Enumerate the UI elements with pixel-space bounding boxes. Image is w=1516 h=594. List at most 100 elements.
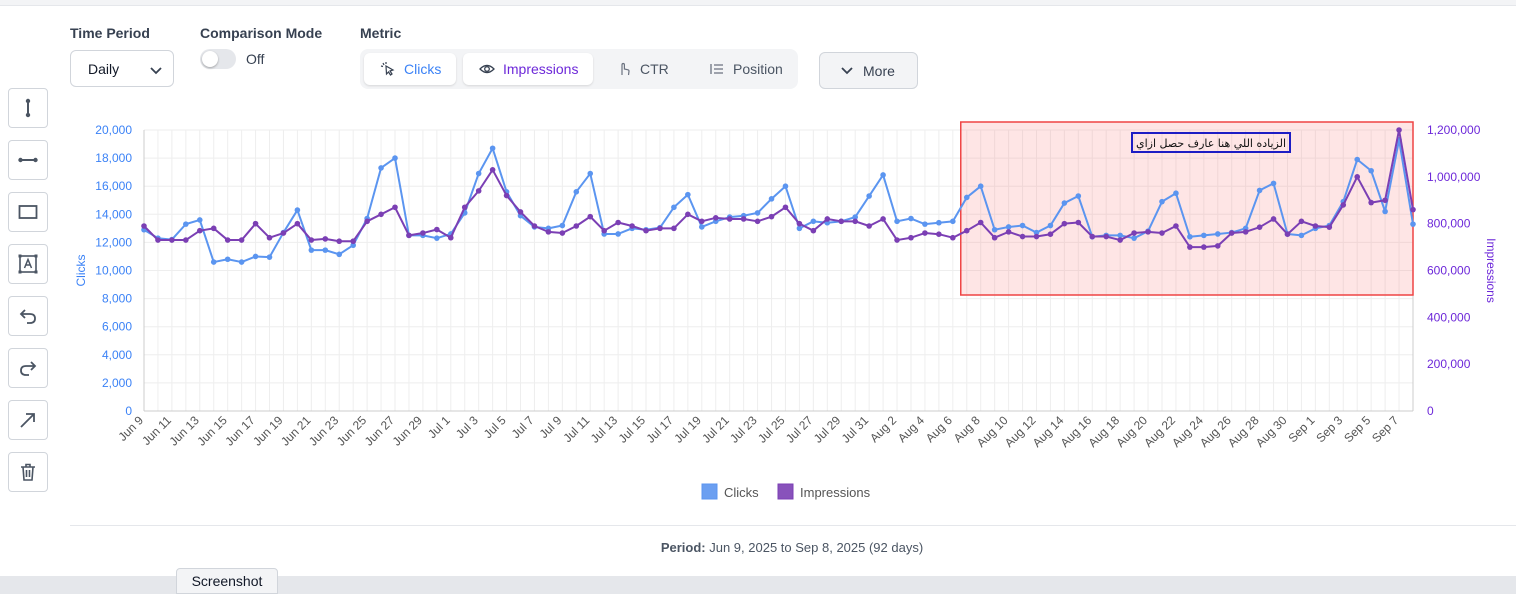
x-tick-label: Jul 27 [783, 413, 816, 446]
data-point-clicks [1214, 231, 1221, 237]
vertical-line-tool-icon [25, 98, 31, 118]
legend-label-clicks: Clicks [724, 485, 759, 500]
data-point-clicks [587, 170, 594, 177]
metric-ctr-button[interactable]: CTR [600, 53, 685, 85]
screenshot-tab[interactable]: Screenshot [176, 568, 278, 594]
data-point-clicks [782, 183, 789, 189]
y-left-tick-label: 20,000 [95, 123, 132, 137]
delete-icon [21, 463, 35, 481]
eye-icon [479, 64, 495, 74]
text-box-tool[interactable] [8, 244, 48, 284]
vertical-line-tool[interactable] [8, 88, 48, 128]
redo-icon [20, 361, 37, 376]
x-tick-label: Jul 7 [509, 413, 537, 441]
data-point-impressions [1019, 233, 1026, 240]
horizontal-line-tool-icon [18, 157, 38, 163]
data-point-impressions [183, 237, 189, 243]
data-point-clicks [350, 242, 356, 249]
data-point-impressions [1340, 202, 1347, 208]
rectangle-tool-icon [18, 205, 38, 219]
data-point-impressions [266, 234, 273, 241]
divider [70, 525, 1516, 526]
data-point-impressions [1047, 231, 1054, 238]
data-point-impressions [503, 192, 510, 199]
data-point-impressions [475, 188, 482, 194]
data-point-clicks [699, 224, 705, 230]
data-point-impressions [1061, 220, 1068, 227]
data-point-impressions [643, 227, 649, 234]
x-tick-label: Jun 23 [306, 413, 342, 449]
data-point-impressions [1159, 230, 1165, 236]
data-point-clicks [1354, 156, 1361, 163]
metric-position-button[interactable]: Position [693, 53, 793, 85]
data-point-impressions [573, 223, 580, 229]
data-point-impressions [1228, 230, 1235, 236]
data-point-impressions [559, 230, 566, 236]
horizontal-line-tool[interactable] [8, 140, 48, 180]
data-point-clicks [1201, 232, 1207, 239]
comparison-mode-toggle[interactable] [200, 49, 236, 69]
metric-clicks-label: Clicks [404, 61, 442, 77]
x-tick-label: Jul 19 [671, 413, 704, 446]
y-right-tick-label: 600,000 [1427, 264, 1471, 278]
data-point-clicks [475, 170, 482, 177]
data-point-clicks [894, 218, 900, 225]
x-tick-label: Sep 1 [1285, 413, 1317, 445]
data-point-impressions [461, 204, 468, 211]
x-tick-label: Jul 13 [588, 413, 621, 446]
data-point-impressions [420, 230, 426, 236]
list-icon [710, 64, 723, 74]
metric-position-label: Position [733, 61, 783, 77]
data-point-impressions [280, 230, 287, 236]
x-tick-label: Aug 2 [867, 413, 899, 445]
data-point-impressions [991, 234, 998, 241]
data-point-impressions [810, 227, 817, 234]
data-point-impressions [252, 220, 259, 227]
data-point-impressions [141, 223, 147, 229]
x-tick-label: Jul 21 [699, 413, 732, 446]
data-point-clicks [1368, 167, 1374, 174]
data-point-impressions [545, 229, 552, 235]
data-point-clicks [810, 218, 817, 225]
x-tick-label: Sep 3 [1313, 413, 1345, 445]
metric-impressions-button[interactable]: Impressions [463, 53, 593, 85]
data-point-impressions [1131, 230, 1137, 236]
undo-icon [19, 309, 36, 324]
rectangle-tool[interactable] [8, 192, 48, 232]
data-point-impressions [880, 216, 886, 222]
undo-tool[interactable] [8, 296, 48, 336]
data-point-impressions [1089, 233, 1096, 240]
data-point-impressions [1368, 199, 1374, 206]
data-point-impressions [406, 232, 412, 239]
data-point-impressions [364, 218, 370, 225]
x-tick-label: Jul 31 [839, 413, 872, 446]
data-point-impressions [434, 226, 440, 233]
metric-clicks-button[interactable]: Clicks [364, 53, 456, 85]
data-point-impressions [155, 237, 161, 243]
data-point-impressions [712, 215, 719, 221]
y-left-tick-label: 16,000 [95, 179, 132, 193]
x-tick-label: Jun 17 [222, 413, 258, 449]
time-period-value: Daily [88, 61, 120, 77]
data-point-clicks [1187, 233, 1193, 240]
data-point-clicks [1256, 187, 1263, 194]
comparison-mode-state: Off [246, 51, 265, 67]
data-point-clicks [1047, 222, 1054, 229]
data-point-impressions [489, 167, 496, 173]
data-point-clicks [852, 214, 858, 220]
data-point-impressions [963, 227, 970, 234]
arrow-tool[interactable] [8, 400, 48, 440]
delete-tool[interactable] [8, 452, 48, 492]
data-point-impressions [224, 237, 231, 243]
y-left-tick-label: 0 [125, 404, 132, 418]
data-point-impressions [1396, 127, 1402, 133]
x-tick-label: Jun 19 [250, 413, 286, 449]
legend-label-impressions: Impressions [800, 485, 871, 500]
time-period-select[interactable]: Daily [70, 50, 174, 87]
redo-tool[interactable] [8, 348, 48, 388]
period-summary: Period: Jun 9, 2025 to Sep 8, 2025 (92 d… [0, 540, 1516, 555]
period-value: Jun 9, 2025 to Sep 8, 2025 (92 days) [709, 540, 924, 555]
data-point-impressions [169, 237, 175, 243]
data-point-impressions [699, 218, 705, 225]
more-button[interactable]: More [819, 52, 918, 89]
